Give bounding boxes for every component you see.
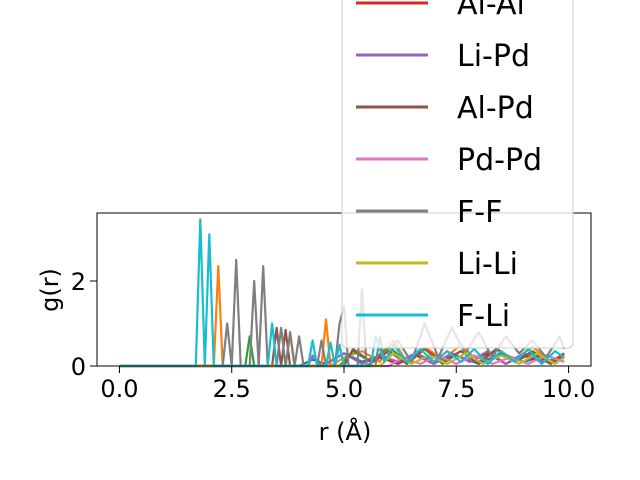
x-tick-label: 2.5: [213, 375, 251, 403]
x-tick-label: 10.0: [542, 375, 595, 403]
series-line-pd-pd: [119, 354, 565, 368]
x-tick-label: 0.0: [100, 375, 138, 403]
legend-label-f-li: F-Li: [457, 299, 510, 334]
x-axis-label: r (Å): [319, 417, 372, 446]
legend-label-f-f: F-F: [457, 195, 502, 230]
legend-label-pd-pd: Pd-Pd: [457, 143, 542, 178]
legend-label-al-pd: Al-Pd: [457, 91, 534, 126]
legend-label-al-al: Al-Al: [457, 0, 525, 22]
legend-label-li-li: Li-Li: [457, 247, 518, 282]
y-axis: 02: [71, 268, 97, 381]
legend-box: [341, 0, 574, 349]
x-tick-label: 7.5: [437, 375, 475, 403]
legend: Al-Al Li-Pd Al-Pd Pd-Pd F-F Li-Li F-Li: [341, 0, 574, 349]
x-tick-label: 5.0: [325, 375, 363, 403]
x-axis: 0.0 2.5 5.0 7.5 10.0: [100, 366, 595, 403]
y-tick-label: 0: [71, 353, 86, 381]
series-line-li-li: [119, 352, 565, 368]
legend-label-li-pd: Li-Pd: [457, 39, 530, 74]
y-tick-label: 2: [71, 268, 86, 296]
y-axis-label: g(r): [36, 268, 64, 312]
